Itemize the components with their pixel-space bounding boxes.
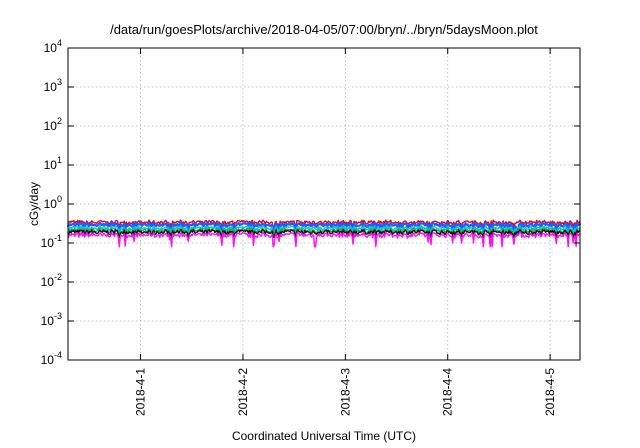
series-layer — [66, 219, 582, 248]
y-tick-labels: 10-4 10-3 10-2 10-1 100 101 102 103 104 — [41, 38, 62, 367]
x-tick-label: 2018-4-2 — [236, 368, 250, 416]
y-tick-label: 100 — [44, 194, 62, 211]
series-line — [67, 219, 581, 228]
grid — [68, 48, 580, 360]
series-line — [67, 228, 581, 239]
series-line — [67, 224, 581, 236]
y-tick-label: 10-1 — [41, 233, 62, 250]
y-tick-label: 101 — [44, 155, 62, 172]
x-axis-label: Coordinated Universal Time (UTC) — [232, 429, 416, 443]
y-tick-label: 10-3 — [41, 311, 62, 328]
series-line — [66, 221, 582, 237]
y-tick-label: 102 — [44, 116, 62, 133]
x-tick-label: 2018-4-3 — [338, 368, 352, 416]
x-tick-labels: 2018-4-1 2018-4-2 2018-4-3 2018-4-4 2018-4-5 — [134, 368, 558, 416]
chart-title: /data/run/goesPlots/archive/2018-04-05/0… — [110, 22, 538, 37]
y-tick-label: 104 — [44, 38, 62, 55]
x-tick-label: 2018-4-1 — [134, 368, 148, 416]
series-line — [67, 231, 581, 248]
y-tick-label: 10-4 — [41, 350, 62, 367]
y-axis-label: cGy/day — [27, 182, 41, 226]
y-tick-label: 10-2 — [41, 272, 62, 289]
x-tick-label: 2018-4-5 — [543, 368, 557, 416]
axis-ticks — [68, 47, 580, 361]
x-tick-label: 2018-4-4 — [441, 368, 455, 416]
y-tick-label: 103 — [44, 77, 62, 94]
